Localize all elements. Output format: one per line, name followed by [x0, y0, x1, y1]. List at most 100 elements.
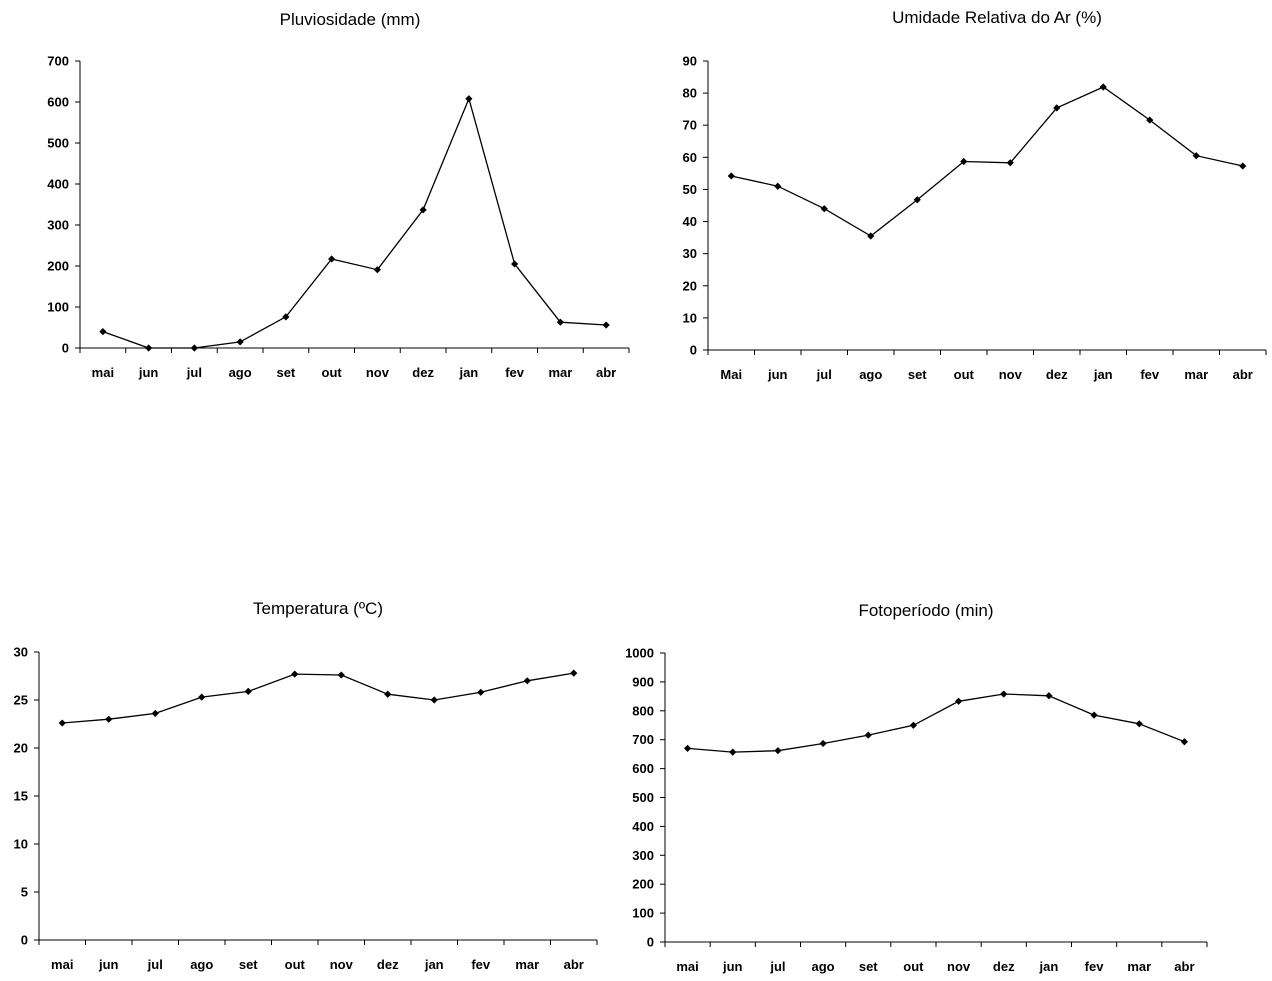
y-tick-label: 5: [21, 885, 28, 900]
data-point: [864, 731, 872, 739]
x-tick-label: dez: [412, 365, 434, 380]
data-point: [819, 739, 827, 748]
chart-plot: 0 100 200 300 400 500 600 700 mai jun jul ago set out…: [47, 54, 630, 380]
series-line: [102, 96, 607, 349]
data-point: [1045, 692, 1053, 700]
x-tick-label: fev: [471, 957, 491, 972]
series-line: [62, 672, 574, 724]
y-tick-label: 200: [632, 877, 654, 892]
x-tick-label: dez: [993, 959, 1015, 974]
x-tick-label: set: [276, 365, 295, 380]
data-point: [867, 232, 875, 240]
data-point: [1090, 711, 1098, 719]
x-tick-label: mai: [92, 365, 114, 380]
data-point: [774, 182, 782, 190]
x-tick-label: fev: [1085, 959, 1105, 974]
x-tick-label: mar: [1127, 959, 1151, 974]
y-tick-label: 20: [683, 278, 697, 293]
x-tick-label: jul: [769, 959, 785, 974]
y-tick-label: 700: [47, 54, 69, 69]
x-tick-label: ago: [229, 365, 252, 380]
chart-plot: 0 10 20 30 40 50 60 70 80 90 Mai jun jul ago set out nov…: [683, 54, 1267, 382]
x-tick-label: set: [908, 367, 927, 382]
chart-title: Pluviosidade (mm): [279, 10, 421, 29]
data-point: [729, 748, 737, 756]
x-tick-label: mar: [548, 365, 572, 380]
x-tick-label: jun: [722, 959, 743, 974]
data-point: [1239, 162, 1247, 170]
y-tick-label: 0: [62, 341, 69, 356]
y-tick-label: 60: [683, 150, 697, 165]
x-tick-label: ago: [812, 959, 835, 974]
y-tick-label: 40: [683, 214, 697, 229]
x-tick-label: mai: [51, 957, 73, 972]
y-tick-label: 700: [632, 732, 654, 747]
x-tick-label: jun: [767, 367, 788, 382]
data-point: [511, 260, 519, 268]
y-tick-label: 100: [632, 906, 654, 921]
y-tick-label: 10: [14, 837, 28, 852]
x-tick-label: set: [239, 957, 258, 972]
data-point: [477, 688, 485, 696]
x-tick-label: abr: [564, 957, 584, 972]
data-point: [909, 721, 918, 729]
y-tick-label: 900: [632, 674, 654, 689]
y-tick-label: 0: [21, 933, 28, 948]
y-tick-label: 25: [14, 693, 28, 708]
x-tick-label: abr: [1174, 959, 1194, 974]
data-point: [99, 328, 107, 336]
x-tick-label: fev: [1140, 367, 1160, 382]
y-tick-label: 20: [14, 741, 28, 756]
y-tick-label: 300: [632, 848, 654, 863]
x-tick-label: out: [322, 365, 343, 380]
data-point: [960, 157, 968, 166]
y-tick-label: 600: [632, 761, 654, 776]
x-tick-label: mar: [515, 957, 539, 972]
y-tick-label: 50: [683, 182, 697, 197]
chart-fotoperiodo: Fotoperíodo (min) 0 100 200 300 400 500 600 700…: [616, 590, 1272, 981]
data-point: [337, 671, 345, 679]
chart-title: Umidade Relativa do Ar (%): [892, 8, 1102, 27]
data-point: [465, 95, 473, 103]
x-tick-label: mai: [676, 959, 698, 974]
chart-pluviosidade: Pluviosidade (mm) 0 100 200 300 400 500 600 700…: [0, 0, 640, 400]
data-point: [105, 715, 113, 723]
x-tick-label: out: [285, 957, 306, 972]
x-tick-label: jan: [424, 957, 444, 972]
x-tick-label: mar: [1184, 367, 1208, 382]
x-tick-label: jul: [816, 367, 832, 382]
x-tick-label: jul: [147, 957, 163, 972]
x-tick-label: nov: [366, 365, 390, 380]
x-tick-label: fev: [505, 365, 525, 380]
data-point: [1135, 720, 1143, 728]
data-point: [236, 338, 244, 346]
y-tick-label: 600: [47, 95, 69, 110]
data-point: [190, 344, 198, 352]
data-point: [151, 709, 159, 718]
x-tick-label: ago: [859, 367, 882, 382]
x-tick-label: jan: [1093, 367, 1113, 382]
data-point: [727, 172, 735, 180]
chart-plot: 0 5 10 15 20 25 30 mai jun jul ago set out nov dez jan f…: [14, 645, 598, 972]
y-tick-label: 400: [632, 819, 654, 834]
data-point: [419, 206, 427, 214]
chart-temperatura: Temperatura (ºC) 0 5 10 15 20 25 30 mai jun jul ag…: [0, 590, 640, 981]
y-tick-label: 0: [647, 935, 654, 950]
data-point: [774, 747, 782, 755]
y-tick-label: 200: [47, 259, 69, 274]
x-tick-label: jan: [1039, 959, 1059, 974]
x-tick-label: nov: [947, 959, 971, 974]
y-tick-label: 30: [683, 246, 697, 261]
y-tick-label: 0: [690, 343, 697, 358]
data-point: [913, 196, 921, 204]
x-tick-label: jun: [98, 957, 119, 972]
y-tick-label: 400: [47, 177, 69, 192]
x-tick-label: jun: [138, 365, 159, 380]
data-point: [282, 313, 290, 321]
y-tick-label: 800: [632, 703, 654, 718]
series-line: [731, 86, 1243, 237]
series-line: [687, 693, 1185, 753]
chart-plot: 0 100 200 300 400 500 600 700 800 900 1000 mai jun ju…: [625, 646, 1208, 974]
data-point: [570, 669, 578, 677]
x-tick-label: jan: [458, 365, 478, 380]
